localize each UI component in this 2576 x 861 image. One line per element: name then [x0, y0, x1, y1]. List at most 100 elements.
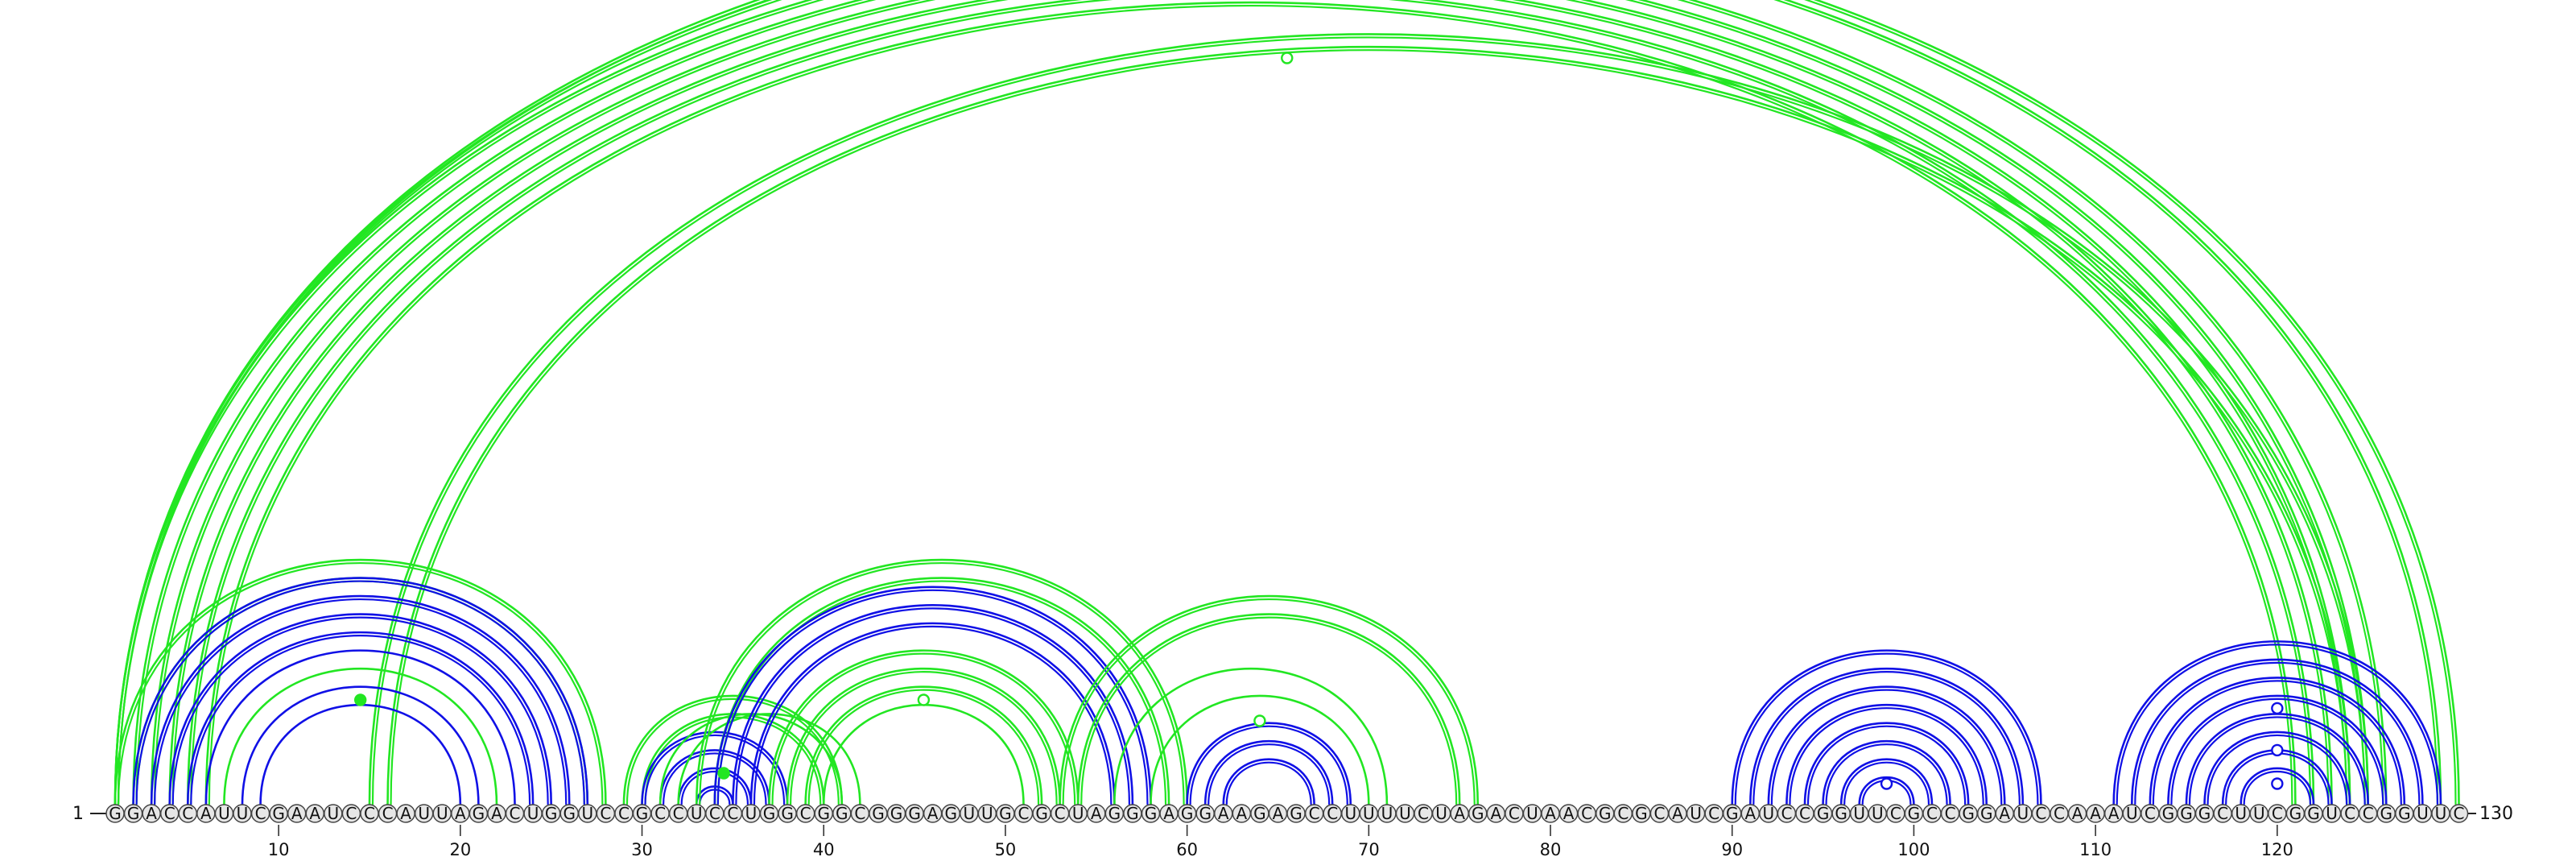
nucleotide-letter: G: [1472, 804, 1484, 823]
nucleotide: U: [1377, 804, 1397, 823]
nucleotide-letter: A: [1236, 804, 1247, 823]
nucleotide: A: [923, 804, 943, 823]
tick-label: 40: [813, 840, 835, 857]
arc-3-124-inner: [154, 0, 2348, 805]
arc-1-129: [114, 0, 2442, 805]
nucleotide: C: [159, 804, 180, 823]
arc-111-129: [2112, 640, 2442, 805]
arc-32-36-inner: [680, 770, 749, 805]
nucleotide-letter: U: [1072, 804, 1084, 823]
nucleotide: U: [2413, 804, 2433, 823]
nucleotide-letter: G: [2180, 804, 2193, 823]
arc-40-51: [822, 704, 1025, 805]
nucleotide: U: [1868, 804, 1888, 823]
arc-61-68: [1203, 739, 1334, 805]
nucleotide: G: [123, 804, 143, 823]
arc-58-70: [1150, 694, 1370, 805]
nucleotide: G: [1177, 804, 1197, 823]
arc-markers: [353, 52, 2284, 790]
nucleotide: G: [559, 804, 579, 823]
arc-39-52-inner: [807, 689, 1040, 805]
nucleotide-letter: C: [709, 804, 720, 823]
nucleotide-letter: U: [237, 804, 249, 823]
arc-33-60-inner: [699, 561, 1185, 805]
arc-60-69: [1186, 722, 1352, 805]
nucleotide: G: [1123, 804, 1142, 823]
nucleotide: U: [2431, 804, 2450, 823]
nucleotide-letter: G: [1962, 804, 1975, 823]
nucleotide-letter: C: [345, 804, 357, 823]
nucleotide-letter: C: [510, 804, 521, 823]
arc-62-67: [1222, 758, 1315, 805]
sequence-end-label: 130: [2479, 804, 2513, 824]
nucleotide-letter: G: [2398, 804, 2411, 823]
arc-4-123: [168, 0, 2333, 805]
nucleotide-letter: C: [618, 804, 630, 823]
nucleotide: A: [1214, 804, 1233, 823]
arc-93-104-inner: [1789, 707, 1984, 805]
nucleotide-letter: C: [255, 804, 266, 823]
arc-91-106-inner: [1752, 671, 2021, 805]
arc-marker: [1253, 714, 1266, 727]
arc-marker: [917, 693, 931, 706]
arc-marker: [1281, 52, 1294, 64]
nucleotide: C: [1795, 804, 1814, 823]
nucleotide: A: [1087, 804, 1106, 823]
nucleotide: G: [2158, 804, 2178, 823]
nucleotide: C: [723, 804, 743, 823]
nucleotide: A: [305, 804, 325, 823]
nucleotide-letter: A: [291, 804, 303, 823]
nucleotide-letter: U: [328, 804, 340, 823]
arc-61-68-inner: [1208, 743, 1331, 805]
nucleotide: C: [596, 804, 616, 823]
nucleotide-letter: U: [1399, 804, 1411, 823]
arc-39-52: [804, 685, 1043, 805]
nucleotide-letter: C: [1018, 804, 1030, 823]
nucleotide: C: [378, 804, 398, 823]
arc-53-76: [1059, 595, 1480, 805]
nucleotide: G: [469, 804, 489, 823]
arc-117-123: [2221, 749, 2333, 805]
nucleotide-letter: C: [1708, 804, 1719, 823]
nucleotide-letter: G: [1980, 804, 1993, 823]
nucleotide-letter: C: [1418, 804, 1429, 823]
position-axis: 10 20 30 40 50 60 70 80 90 100 110 120: [268, 825, 2293, 859]
arc-118-122-inner: [2243, 770, 2312, 805]
arc-4-123-inner: [171, 0, 2330, 805]
arc-118-122: [2240, 767, 2315, 805]
nucleotide: A: [2067, 804, 2087, 823]
nucleotide: C: [2358, 804, 2378, 823]
arc-1-130: [114, 0, 2460, 805]
nucleotide: A: [287, 804, 307, 823]
nucleotide-letter: U: [2253, 804, 2265, 823]
nucleotide-letter: G: [545, 804, 558, 823]
arc-96-101: [1839, 758, 1934, 805]
nucleotide-letter: C: [2454, 804, 2465, 823]
nucleotide: U: [523, 804, 543, 823]
arc-5-122-inner: [190, 0, 2312, 805]
arc-29-41: [622, 694, 844, 805]
nucleotide-letter: G: [1126, 804, 1139, 823]
nucleotide-letter: A: [1744, 804, 1756, 823]
nucleotide: G: [632, 804, 652, 823]
nucleotide-letter: A: [1218, 804, 1229, 823]
arc-35-57-inner: [735, 607, 1131, 805]
nucleotide-letter: G: [1181, 804, 1194, 823]
arc-marker: [2271, 702, 2284, 715]
nucleotide: G: [2177, 804, 2196, 823]
tick-label: 80: [1540, 840, 1562, 857]
arc-3-26: [150, 595, 571, 805]
arc-62-67-inner: [1225, 761, 1312, 805]
nucleotide: G: [1813, 804, 1833, 823]
nucleotide-letter: G: [836, 804, 848, 823]
nucleotide: A: [1558, 804, 1579, 823]
nucleotide-letter: C: [600, 804, 611, 823]
nucleotide: C: [1414, 804, 1433, 823]
nucleotide: C: [1886, 804, 1905, 823]
arc-91-106: [1749, 668, 2025, 805]
nucleotide-letter: C: [2035, 804, 2046, 823]
nucleotide-letter: C: [1653, 804, 1665, 823]
nucleotide-letter: G: [2380, 804, 2393, 823]
nucleotide: G: [941, 804, 960, 823]
